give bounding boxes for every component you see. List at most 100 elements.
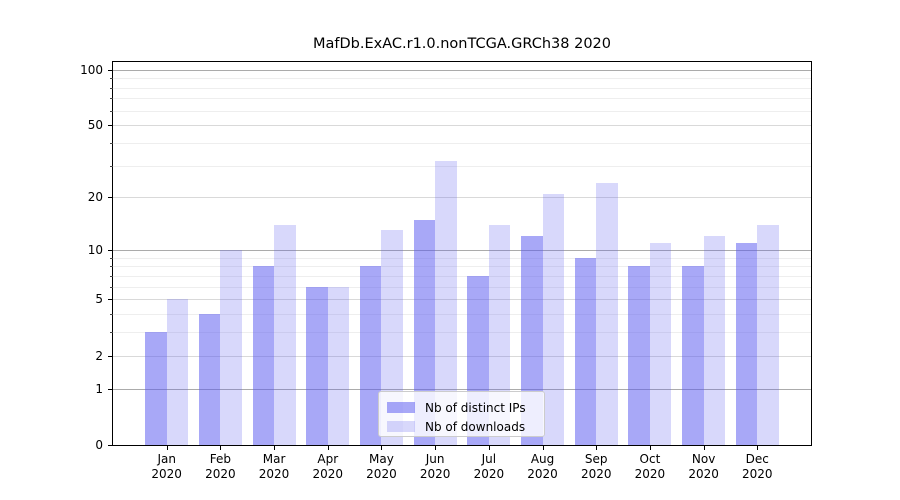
gridline-20	[113, 197, 811, 199]
bar-downloads-jun	[435, 160, 457, 445]
x-tick-label-aug: Aug 2020	[527, 452, 558, 481]
y-tick-label-2: 2	[95, 348, 103, 363]
x-tick-label-dec: Dec 2020	[742, 452, 773, 481]
legend: Nb of distinct IPs Nb of downloads	[378, 391, 545, 437]
gridline-5	[113, 299, 811, 301]
chart-title: MafDb.ExAC.r1.0.nonTCGA.GRCh38 2020	[312, 36, 611, 52]
y-minortick-4	[110, 314, 113, 316]
x-tick-oct	[649, 446, 651, 450]
minor-gridline-9	[113, 257, 811, 259]
x-tick-may	[381, 446, 383, 450]
minor-gridline-7	[113, 275, 811, 277]
bar-downloads-sep	[596, 183, 618, 445]
x-tick-label-jun: Jun 2020	[419, 452, 451, 481]
y-tick-20	[108, 197, 113, 199]
plot-area: Nb of distinct IPs Nb of downloads	[112, 61, 812, 446]
y-tick-label-10: 10	[87, 242, 103, 257]
y-minortick-8	[110, 266, 113, 268]
y-minortick-30	[110, 165, 113, 167]
downloads-swatch-icon	[387, 421, 415, 432]
y-tick-1	[108, 388, 113, 390]
y-tick-100	[108, 69, 113, 71]
x-tick-nov	[703, 446, 705, 450]
bar-ips-nov	[682, 266, 704, 445]
bar-ips-oct	[628, 266, 650, 445]
y-minortick-6	[110, 286, 113, 288]
y-tick-0	[108, 445, 113, 446]
x-tick-label-sep: Sep 2020	[580, 452, 612, 481]
gridline-100	[113, 69, 811, 71]
x-tick-sep	[596, 446, 598, 450]
y-tick-label-50: 50	[87, 118, 103, 133]
y-minortick-80	[110, 87, 113, 89]
x-tick-aug	[542, 446, 544, 450]
y-minortick-9	[110, 257, 113, 259]
bar-downloads-apr	[327, 286, 350, 445]
x-tick-label-oct: Oct 2020	[634, 452, 666, 481]
x-tick-jul	[488, 446, 490, 450]
bar-downloads-jul	[488, 224, 511, 445]
bar-ips-dec	[735, 242, 758, 445]
bar-ips-may	[359, 266, 382, 445]
x-tick-label-jan: Jan 2020	[151, 452, 182, 481]
y-minortick-90	[110, 78, 113, 80]
y-tick-50	[108, 125, 113, 127]
legend-label-ips: Nb of distinct IPs	[425, 400, 526, 415]
y-minortick-70	[110, 98, 113, 100]
minor-gridline-80	[113, 87, 811, 89]
x-tick-label-nov: Nov 2020	[688, 452, 719, 481]
ips-swatch-icon	[387, 402, 415, 413]
x-tick-dec	[757, 446, 759, 450]
minor-gridline-40	[113, 142, 811, 144]
bar-downloads-nov	[703, 236, 726, 445]
gridline-50	[113, 125, 811, 127]
x-tick-jan	[166, 446, 168, 450]
minor-gridline-3	[113, 332, 811, 334]
minor-gridline-8	[113, 266, 811, 268]
y-minortick-60	[110, 110, 113, 112]
minor-gridline-30	[113, 165, 811, 167]
bar-downloads-mar	[274, 224, 296, 445]
x-tick-jun	[435, 446, 437, 450]
y-tick-2	[108, 355, 113, 357]
y-tick-5	[108, 299, 113, 301]
x-tick-label-feb: Feb 2020	[205, 452, 236, 481]
legend-item-ips: Nb of distinct IPs	[379, 398, 544, 417]
minor-gridline-90	[113, 78, 811, 80]
minor-gridline-4	[113, 314, 811, 316]
y-tick-label-100: 100	[80, 62, 103, 77]
y-minortick-3	[110, 332, 113, 334]
x-tick-label-apr: Apr 2020	[312, 452, 344, 481]
bar-ips-apr	[306, 286, 328, 445]
bar-downloads-dec	[757, 224, 779, 445]
bar-downloads-aug	[542, 193, 564, 445]
minor-gridline-6	[113, 286, 811, 288]
y-tick-label-0: 0	[95, 438, 103, 452]
bar-downloads-jan	[166, 299, 189, 445]
bar-ips-jan	[145, 332, 167, 445]
gridline-10	[113, 249, 811, 251]
x-tick-label-jul: Jul 2020	[473, 452, 505, 481]
gridline-2	[113, 355, 811, 357]
y-tick-label-1: 1	[95, 381, 103, 396]
x-tick-label-may: May 2020	[366, 452, 397, 481]
bar-ips-mar	[252, 266, 275, 445]
gridline-1	[113, 388, 811, 390]
y-tick-10	[108, 249, 113, 251]
bar-downloads-oct	[649, 242, 672, 445]
x-tick-feb	[220, 446, 222, 450]
minor-gridline-60	[113, 110, 811, 112]
bar-downloads-feb	[220, 249, 242, 445]
bar-ips-feb	[198, 314, 221, 445]
x-tick-mar	[274, 446, 276, 450]
bar-ips-sep	[574, 257, 597, 445]
minor-gridline-70	[113, 98, 811, 100]
y-minortick-7	[110, 275, 113, 277]
bar-ips-jun	[413, 219, 436, 445]
y-tick-label-20: 20	[87, 190, 103, 205]
x-tick-apr	[327, 446, 329, 450]
legend-label-downloads: Nb of downloads	[425, 419, 526, 434]
x-tick-label-mar: Mar 2020	[258, 452, 290, 481]
y-tick-label-5: 5	[95, 292, 103, 307]
